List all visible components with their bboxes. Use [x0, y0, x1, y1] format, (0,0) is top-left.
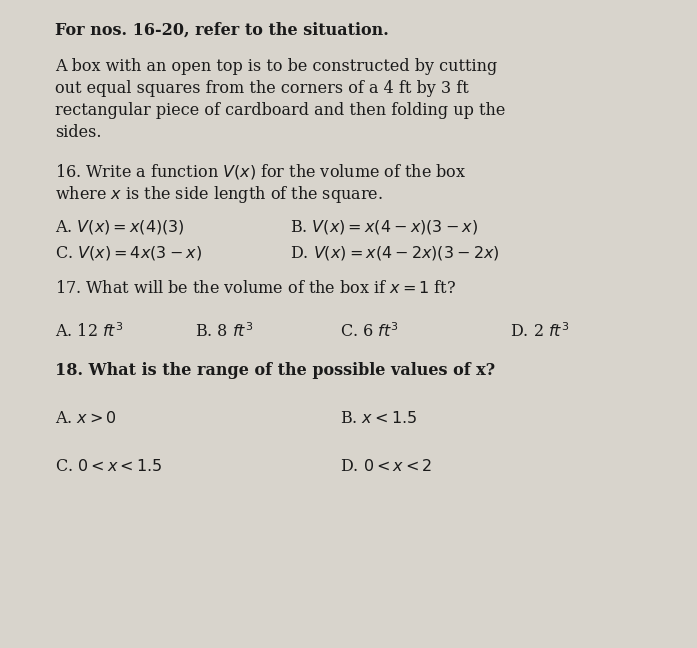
Text: B. $V(x) = x(4-x)(3-x)$: B. $V(x) = x(4-x)(3-x)$: [290, 218, 478, 236]
Text: B. 8 $ft^3$: B. 8 $ft^3$: [195, 322, 254, 341]
Text: A. $V(x) = x(4)(3)$: A. $V(x) = x(4)(3)$: [55, 218, 185, 236]
Text: where $x$ is the side length of the square.: where $x$ is the side length of the squa…: [55, 184, 383, 205]
Text: 16. Write a function $V(x)$ for the volume of the box: 16. Write a function $V(x)$ for the volu…: [55, 162, 466, 181]
Text: out equal squares from the corners of a 4 ft by 3 ft: out equal squares from the corners of a …: [55, 80, 469, 97]
Text: C. 6 $ft^3$: C. 6 $ft^3$: [340, 322, 399, 341]
Text: C. $0 < x < 1.5$: C. $0 < x < 1.5$: [55, 458, 162, 475]
Text: A box with an open top is to be constructed by cutting: A box with an open top is to be construc…: [55, 58, 497, 75]
Text: rectangular piece of cardboard and then folding up the: rectangular piece of cardboard and then …: [55, 102, 505, 119]
Text: B. $x < 1.5$: B. $x < 1.5$: [340, 410, 417, 427]
Text: 17. What will be the volume of the box if $x = 1$ ft?: 17. What will be the volume of the box i…: [55, 280, 456, 297]
Text: sides.: sides.: [55, 124, 102, 141]
Text: D. $V(x) = x(4-2x)(3-2x)$: D. $V(x) = x(4-2x)(3-2x)$: [290, 244, 500, 262]
Text: A. $x > 0$: A. $x > 0$: [55, 410, 117, 427]
Text: For nos. 16-20, refer to the situation.: For nos. 16-20, refer to the situation.: [55, 22, 389, 39]
Text: D. 2 $ft^3$: D. 2 $ft^3$: [510, 322, 569, 341]
Text: D. $0 < x < 2$: D. $0 < x < 2$: [340, 458, 432, 475]
Text: C. $V(x) = 4x(3-x)$: C. $V(x) = 4x(3-x)$: [55, 244, 202, 262]
Text: 18. What is the range of the possible values of x?: 18. What is the range of the possible va…: [55, 362, 495, 379]
Text: A. 12 $ft^3$: A. 12 $ft^3$: [55, 322, 123, 341]
